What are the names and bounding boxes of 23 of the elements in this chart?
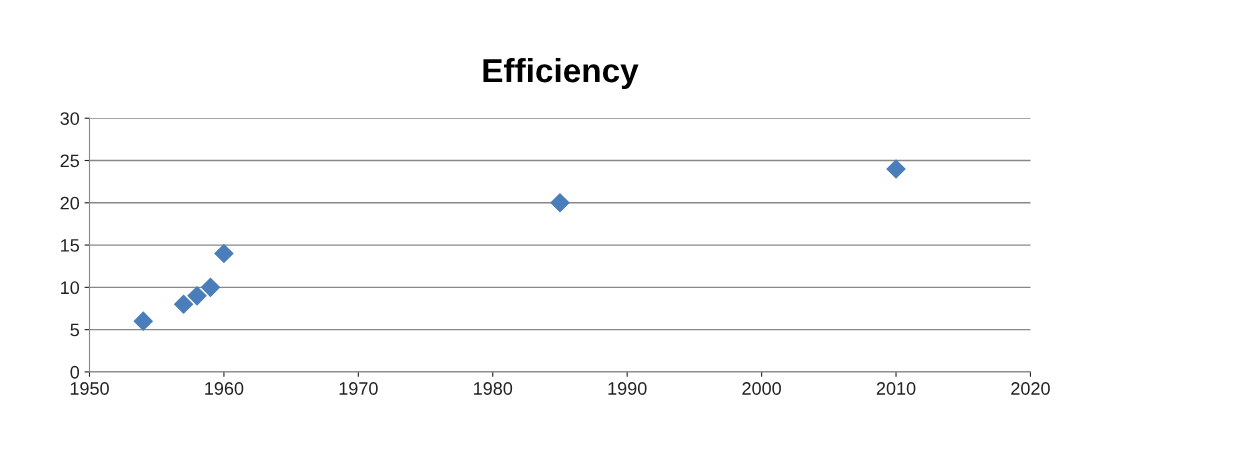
chart-title: Efficiency <box>483 57 639 90</box>
y-tick-label: 5 <box>70 323 80 337</box>
y-tick-label: 25 <box>60 154 80 168</box>
x-tick-label: 1970 <box>339 382 378 395</box>
x-tick-label: 2000 <box>742 382 781 395</box>
point <box>174 294 194 314</box>
point <box>133 311 153 331</box>
point <box>886 159 906 179</box>
x-tick-label: 2010 <box>876 382 916 395</box>
x-tick-label: 1980 <box>474 382 513 395</box>
y-tick-label: 15 <box>61 239 80 252</box>
y-tick-label: 10 <box>61 281 80 295</box>
point <box>550 193 570 213</box>
point <box>214 243 234 264</box>
y-tick-label: 0 <box>70 365 80 379</box>
x-tick-label: 1950 <box>70 382 109 395</box>
point <box>187 286 207 306</box>
point <box>200 277 221 297</box>
x-tick-label: 2020 <box>1011 382 1050 395</box>
x-tick-label: 1960 <box>205 382 244 395</box>
y-tick-label: 30 <box>60 112 80 125</box>
x-tick-label: 1990 <box>608 382 647 395</box>
y-tick-label: 20 <box>60 196 80 210</box>
